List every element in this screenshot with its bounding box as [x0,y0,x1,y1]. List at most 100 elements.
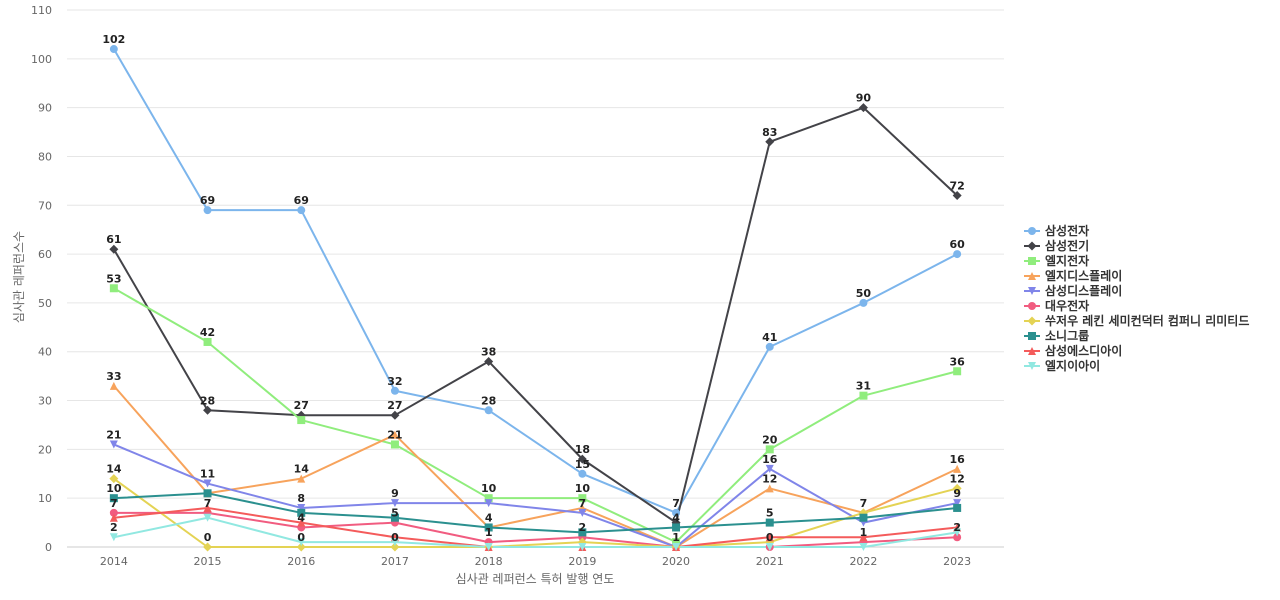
data-point[interactable] [578,508,587,517]
series-line[interactable] [113,511,958,548]
data-point[interactable] [578,543,587,551]
data-point[interactable] [577,454,587,464]
data-point[interactable] [859,533,868,542]
data-point[interactable] [109,513,118,522]
legend-marker[interactable] [1028,362,1036,370]
data-point[interactable] [203,542,213,552]
legend-marker[interactable] [1027,241,1037,251]
series-line[interactable] [113,477,958,548]
legend-marker[interactable] [1027,316,1037,326]
data-point[interactable] [672,538,681,547]
data-point[interactable] [953,250,962,259]
data-point[interactable] [109,381,118,390]
legend-marker[interactable] [1028,347,1036,355]
data-point[interactable] [296,542,306,552]
legend-item[interactable]: 삼성에스디아이 [1024,343,1122,358]
data-point[interactable] [484,494,493,503]
series-line[interactable] [113,506,958,548]
data-point[interactable] [390,430,399,439]
legend-marker[interactable] [1028,257,1036,265]
data-point[interactable] [484,523,493,532]
data-point[interactable] [297,503,306,512]
data-point[interactable] [390,538,399,547]
legend-item[interactable]: 쑤저우 레킨 세미컨덕터 컴퍼니 리미티드 [1024,313,1249,328]
legend-marker[interactable] [1028,272,1036,280]
data-point[interactable] [203,337,212,346]
data-point[interactable] [297,508,306,517]
data-point[interactable] [953,533,962,542]
data-point[interactable] [672,508,681,517]
data-point[interactable] [953,528,962,537]
data-point[interactable] [578,528,587,537]
data-point[interactable] [578,494,587,503]
data-point[interactable] [484,499,493,508]
data-point[interactable] [765,445,774,454]
data-point[interactable] [672,523,681,532]
data-point[interactable] [578,469,587,478]
data-point[interactable] [953,499,962,508]
data-point[interactable] [297,518,306,527]
data-point[interactable] [765,464,774,473]
data-point[interactable] [203,489,212,498]
series-line[interactable] [112,48,958,514]
legend-item[interactable]: 대우전자 [1024,298,1089,313]
series-line[interactable] [112,106,958,524]
data-point[interactable] [203,503,212,512]
data-point[interactable] [390,499,399,508]
legend-item[interactable]: 소니그룹 [1024,328,1089,343]
legend-item[interactable]: 엘지디스플레이 [1024,268,1122,283]
data-point[interactable] [765,533,774,542]
data-point[interactable] [203,206,212,215]
data-point[interactable] [390,542,400,552]
data-point[interactable] [765,342,774,351]
data-point[interactable] [109,244,119,254]
data-point[interactable] [484,406,493,415]
data-point[interactable] [484,543,493,551]
data-point[interactable] [859,298,868,307]
legend-marker[interactable] [1028,287,1036,295]
data-point[interactable] [765,518,774,527]
data-point[interactable] [390,440,399,449]
data-point[interactable] [859,543,868,551]
series-line[interactable] [113,492,958,534]
data-point[interactable] [109,494,118,503]
data-point[interactable] [109,508,118,517]
data-point[interactable] [765,137,775,147]
series-line[interactable] [113,516,958,548]
data-point[interactable] [859,391,868,400]
legend-marker[interactable] [1028,227,1036,235]
data-point[interactable] [390,386,399,395]
legend-marker[interactable] [1028,302,1036,310]
series-line[interactable] [113,443,958,548]
data-point[interactable] [952,191,962,201]
data-point[interactable] [297,538,306,547]
data-point[interactable] [203,513,212,522]
data-point[interactable] [297,474,306,483]
data-point[interactable] [484,356,494,366]
data-point[interactable] [672,543,681,551]
data-point[interactable] [203,405,213,415]
legend-item[interactable]: 삼성전자 [1024,223,1089,238]
legend-item[interactable]: 삼성전기 [1024,238,1089,253]
data-point[interactable] [390,410,400,420]
data-point[interactable] [765,543,774,551]
series-line[interactable] [113,287,958,544]
data-point[interactable] [953,464,962,473]
data-point[interactable] [858,103,868,113]
legend-marker[interactable] [1028,332,1036,340]
data-point[interactable] [109,45,118,54]
legend-item[interactable]: 엘지전자 [1024,253,1089,268]
data-point[interactable] [109,440,118,449]
data-point[interactable] [390,513,399,522]
data-point[interactable] [109,533,118,542]
data-point[interactable] [859,513,868,522]
legend-item[interactable]: 삼성디스플레이 [1024,283,1122,298]
data-point[interactable] [297,416,306,425]
data-point[interactable] [953,503,962,512]
data-point[interactable] [203,479,212,488]
series-line[interactable] [113,385,958,548]
data-point[interactable] [109,284,118,293]
data-point[interactable] [952,483,962,493]
data-point[interactable] [297,206,306,215]
data-point[interactable] [109,474,119,484]
